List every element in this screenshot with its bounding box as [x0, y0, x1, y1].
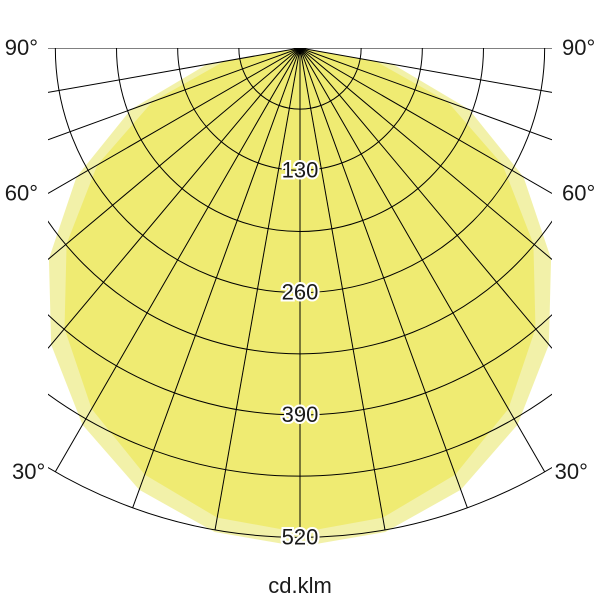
svg-text:260: 260 — [282, 280, 319, 305]
svg-text:390: 390 — [282, 402, 319, 427]
svg-text:60°: 60° — [5, 180, 38, 205]
svg-text:cd.klm: cd.klm — [268, 573, 332, 598]
svg-text:30°: 30° — [12, 459, 45, 484]
svg-text:30°: 30° — [555, 459, 588, 484]
svg-text:90°: 90° — [5, 35, 38, 60]
svg-text:520: 520 — [282, 524, 319, 549]
svg-text:60°: 60° — [562, 180, 595, 205]
svg-text:90°: 90° — [562, 35, 595, 60]
svg-text:130: 130 — [282, 157, 319, 182]
